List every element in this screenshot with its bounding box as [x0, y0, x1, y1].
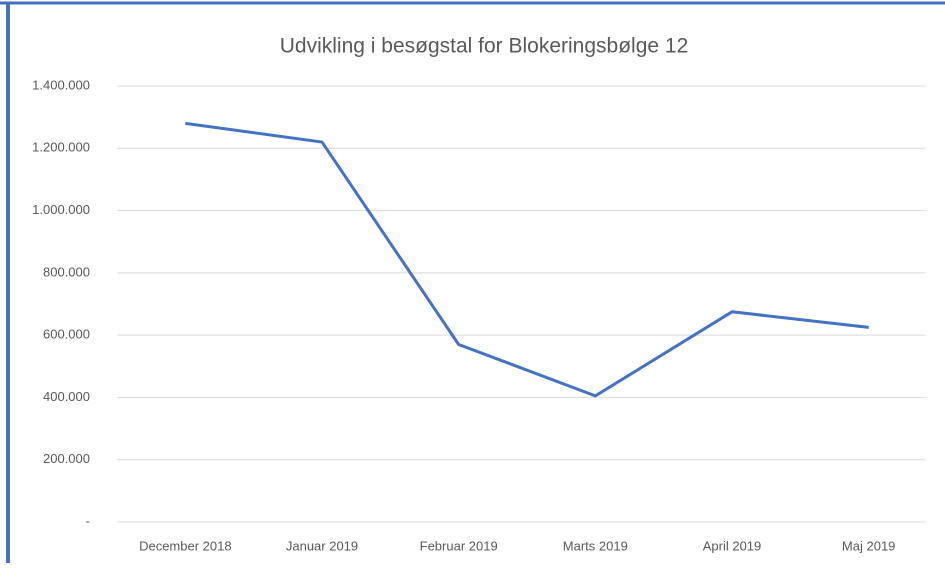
x-tick-label: Marts 2019 [563, 538, 628, 553]
x-tick-label: Maj 2019 [842, 538, 895, 553]
y-tick-label: 200.000 [43, 451, 90, 466]
y-tick-label: 1.400.000 [32, 77, 90, 92]
y-tick-label: 800.000 [43, 264, 90, 279]
y-tick-label: 1.000.000 [32, 202, 90, 217]
data-line [185, 121, 869, 398]
y-tick-label: 1.200.000 [32, 140, 90, 155]
x-tick-label: Februar 2019 [420, 538, 498, 553]
y-tick-label: 400.000 [43, 389, 90, 404]
x-tick-label: December 2018 [139, 538, 232, 553]
y-tick-label: 600.000 [43, 327, 90, 342]
chart-title: Udvikling i besøgstal for Blokeringsbølg… [280, 35, 689, 58]
x-tick-label: April 2019 [703, 538, 762, 553]
x-tick-label: Januar 2019 [286, 538, 358, 553]
y-tick-label: - [86, 513, 90, 528]
